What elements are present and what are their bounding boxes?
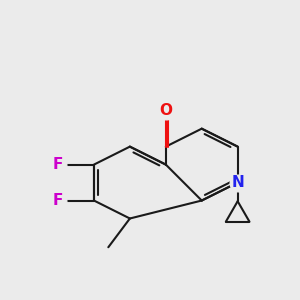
Text: F: F (53, 157, 63, 172)
Text: F: F (53, 193, 63, 208)
Text: O: O (159, 103, 172, 118)
Text: N: N (231, 175, 244, 190)
